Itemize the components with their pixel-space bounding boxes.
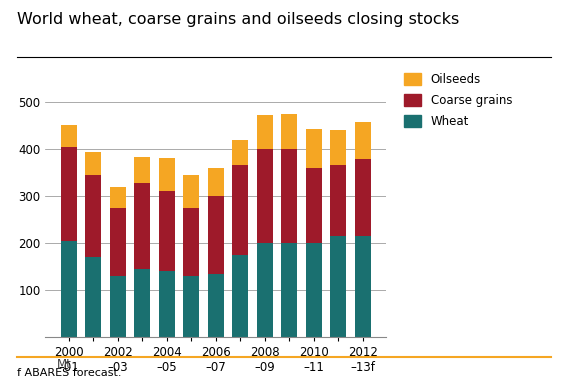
Bar bbox=[232, 165, 248, 255]
Text: World wheat, coarse grains and oilseeds closing stocks: World wheat, coarse grains and oilseeds … bbox=[17, 12, 460, 27]
Bar bbox=[208, 196, 224, 274]
Bar bbox=[331, 165, 346, 236]
Bar bbox=[257, 115, 273, 149]
Bar bbox=[61, 241, 77, 337]
Text: f ABARES forecast.: f ABARES forecast. bbox=[17, 368, 122, 379]
Bar bbox=[281, 149, 297, 243]
Bar bbox=[135, 269, 151, 337]
Bar bbox=[183, 175, 199, 208]
Bar bbox=[306, 168, 321, 243]
Bar bbox=[159, 191, 175, 271]
Bar bbox=[135, 183, 151, 269]
Bar bbox=[110, 187, 126, 208]
Bar bbox=[85, 257, 101, 337]
Bar bbox=[232, 255, 248, 337]
Bar bbox=[257, 243, 273, 337]
Bar bbox=[85, 175, 101, 257]
Bar bbox=[281, 114, 297, 149]
Bar bbox=[306, 129, 321, 168]
Bar bbox=[135, 157, 151, 183]
Legend: Oilseeds, Coarse grains, Wheat: Oilseeds, Coarse grains, Wheat bbox=[403, 73, 512, 128]
Bar bbox=[159, 271, 175, 337]
Bar bbox=[306, 243, 321, 337]
Bar bbox=[232, 140, 248, 165]
Bar bbox=[257, 149, 273, 243]
Bar bbox=[355, 122, 371, 159]
Bar bbox=[331, 130, 346, 165]
Bar bbox=[183, 276, 199, 337]
Bar bbox=[61, 147, 77, 241]
Bar bbox=[61, 125, 77, 147]
Bar bbox=[85, 152, 101, 175]
Bar bbox=[159, 158, 175, 191]
Bar bbox=[110, 208, 126, 276]
Bar bbox=[183, 208, 199, 276]
Bar bbox=[331, 236, 346, 337]
Bar bbox=[281, 243, 297, 337]
Bar bbox=[110, 276, 126, 337]
Bar bbox=[208, 168, 224, 196]
Bar bbox=[208, 274, 224, 337]
Bar bbox=[355, 236, 371, 337]
Text: Mt: Mt bbox=[57, 358, 72, 371]
Bar bbox=[355, 159, 371, 236]
